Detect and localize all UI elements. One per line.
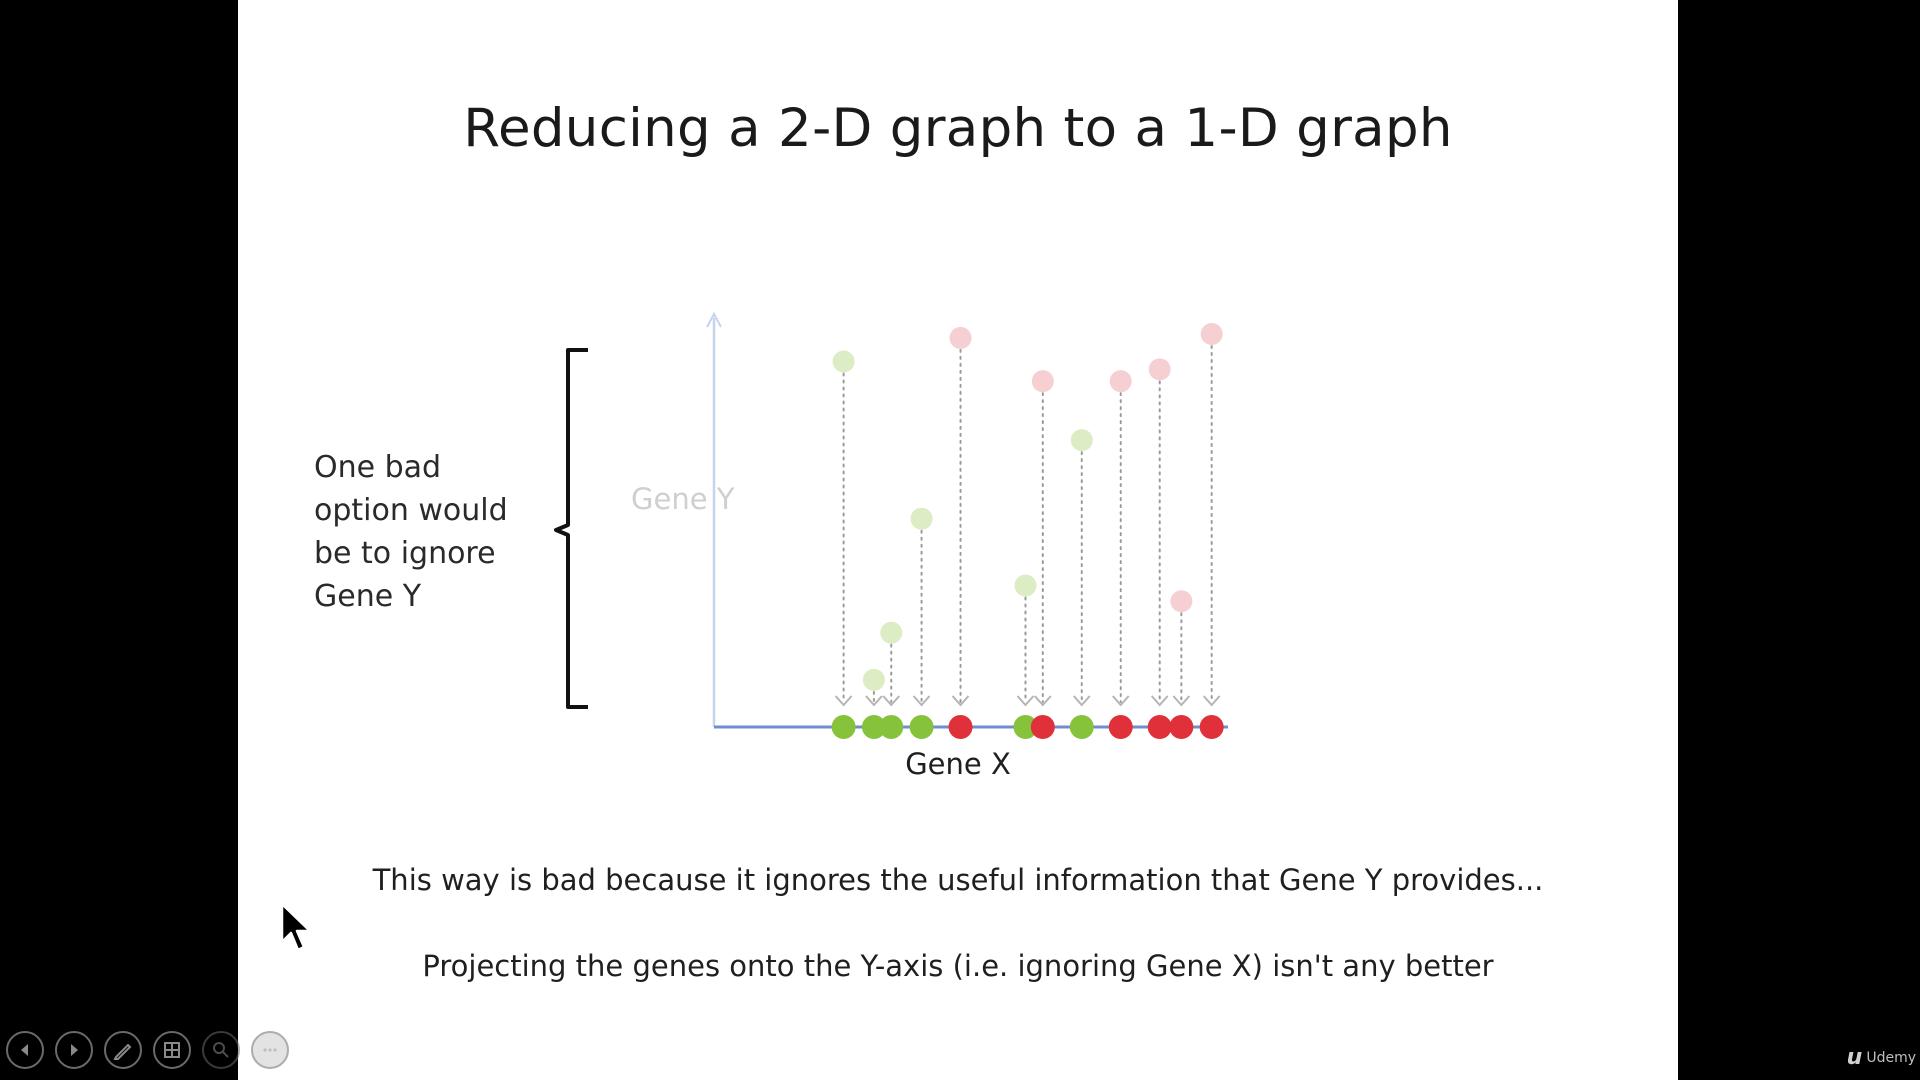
udemy-logo: u Udemy xyxy=(1847,1045,1916,1070)
more-icon xyxy=(263,1048,277,1052)
y-axis-arrow xyxy=(706,311,722,328)
projection-arrow xyxy=(1150,695,1169,707)
original-point-red xyxy=(1200,323,1223,345)
original-point-green xyxy=(862,668,885,691)
pen-icon xyxy=(113,1043,132,1060)
projected-point-green xyxy=(1069,715,1094,739)
projected-point-red xyxy=(948,715,973,739)
y-axis-label: Gene Y xyxy=(631,482,735,516)
footnote-y-axis: Projecting the genes onto the Y-axis (i.… xyxy=(422,949,1494,983)
next-icon xyxy=(71,1044,78,1056)
projection-arrow xyxy=(1016,695,1035,707)
projected-point-green xyxy=(861,715,886,739)
original-point-red xyxy=(949,326,972,349)
projected-point-red xyxy=(1169,715,1194,739)
udemy-logo-text: Udemy xyxy=(1866,1049,1916,1066)
projected-point-green xyxy=(909,715,934,739)
projected-point-red xyxy=(1199,715,1224,739)
projection-arrow xyxy=(834,695,853,707)
original-point-red xyxy=(1031,370,1054,393)
original-point-green xyxy=(1070,429,1093,452)
projected-point-red xyxy=(1147,715,1172,739)
side-note: One bad option would be to ignore Gene Y xyxy=(314,450,508,614)
slide: Reducing a 2-D graph to a 1-D graph One … xyxy=(238,0,1678,1080)
original-point-red xyxy=(1148,358,1171,381)
previous-icon xyxy=(21,1044,28,1056)
see-all-slides-button[interactable] xyxy=(153,1031,191,1069)
original-point-red xyxy=(1170,590,1193,613)
original-point-green xyxy=(1014,574,1037,597)
projection-arrow xyxy=(882,695,900,707)
more-options-button[interactable] xyxy=(251,1031,289,1069)
projection-arrow xyxy=(1172,695,1191,707)
mouse-cursor-icon xyxy=(280,902,312,952)
next-slide-button[interactable] xyxy=(55,1031,93,1069)
x-axis-label: Gene X xyxy=(905,747,1011,781)
projected-point-green xyxy=(1013,715,1038,739)
projected-point-red xyxy=(1108,715,1133,739)
projected-point-green xyxy=(831,715,856,739)
slide-title: Reducing a 2-D graph to a 1-D graph xyxy=(463,98,1453,159)
projection-arrow xyxy=(865,695,883,707)
udemy-logo-mark: u xyxy=(1846,1045,1863,1070)
original-point-green xyxy=(910,507,933,530)
projection-arrow xyxy=(1111,695,1130,707)
zoom-icon xyxy=(213,1042,229,1058)
slides-icon xyxy=(164,1042,180,1058)
projection-arrow xyxy=(912,695,931,707)
previous-slide-button[interactable] xyxy=(6,1031,44,1069)
projection-arrow xyxy=(1034,695,1052,707)
original-point-green xyxy=(832,350,855,373)
zoom-button[interactable] xyxy=(202,1031,240,1069)
projected-point-red xyxy=(1030,715,1055,739)
footnote-ignore-gene-y: This way is bad because it ignores the u… xyxy=(372,863,1544,897)
scatter-chart: Gene Y Gene X xyxy=(554,311,1228,781)
projection-arrow xyxy=(1202,695,1221,707)
curly-brace xyxy=(554,348,588,709)
presentation-controls xyxy=(6,1031,289,1073)
projection-arrow xyxy=(1073,695,1091,707)
projection-arrow xyxy=(951,695,970,707)
projected-point-green xyxy=(879,715,904,739)
pen-tool-button[interactable] xyxy=(104,1031,142,1069)
original-point-red xyxy=(1109,370,1132,393)
original-point-green xyxy=(880,621,903,644)
